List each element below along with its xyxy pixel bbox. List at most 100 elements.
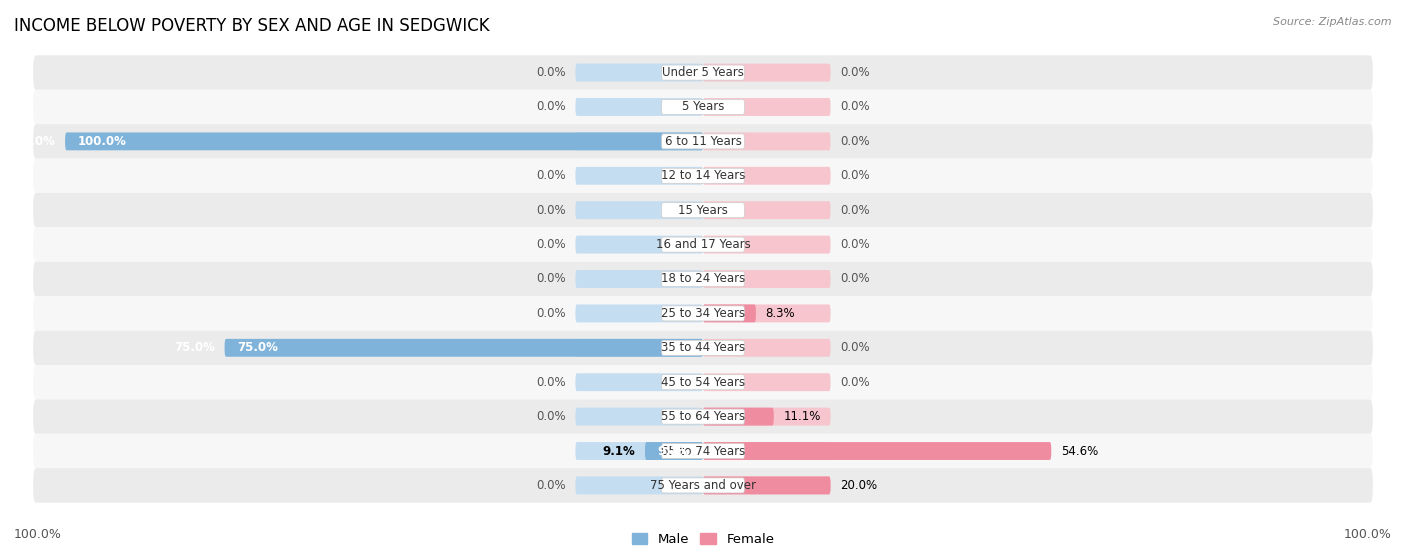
Text: 0.0%: 0.0% — [841, 204, 870, 217]
FancyBboxPatch shape — [34, 124, 1372, 158]
FancyBboxPatch shape — [575, 477, 703, 494]
Text: 12 to 14 Years: 12 to 14 Years — [661, 169, 745, 182]
FancyBboxPatch shape — [34, 296, 1372, 330]
Text: 0.0%: 0.0% — [536, 204, 565, 217]
FancyBboxPatch shape — [34, 55, 1372, 90]
FancyBboxPatch shape — [703, 98, 831, 116]
FancyBboxPatch shape — [662, 306, 744, 321]
FancyBboxPatch shape — [662, 203, 744, 218]
FancyBboxPatch shape — [225, 339, 703, 357]
FancyBboxPatch shape — [662, 65, 744, 80]
FancyBboxPatch shape — [645, 442, 703, 460]
Text: 9.1%: 9.1% — [603, 445, 636, 458]
Text: 8.3%: 8.3% — [765, 307, 796, 320]
Text: Under 5 Years: Under 5 Years — [662, 66, 744, 79]
FancyBboxPatch shape — [662, 478, 744, 493]
FancyBboxPatch shape — [575, 64, 703, 81]
Text: 9.1%: 9.1% — [658, 445, 690, 458]
FancyBboxPatch shape — [34, 434, 1372, 468]
Text: 55 to 64 Years: 55 to 64 Years — [661, 410, 745, 423]
FancyBboxPatch shape — [703, 167, 831, 185]
Text: 0.0%: 0.0% — [841, 100, 870, 113]
FancyBboxPatch shape — [703, 477, 831, 494]
Text: 25 to 34 Years: 25 to 34 Years — [661, 307, 745, 320]
Text: 0.0%: 0.0% — [536, 410, 565, 423]
Text: 11.1%: 11.1% — [783, 410, 821, 423]
Text: 100.0%: 100.0% — [1344, 528, 1392, 541]
FancyBboxPatch shape — [65, 132, 703, 150]
FancyBboxPatch shape — [575, 305, 703, 323]
FancyBboxPatch shape — [662, 340, 744, 355]
FancyBboxPatch shape — [34, 400, 1372, 434]
FancyBboxPatch shape — [575, 408, 703, 426]
Legend: Male, Female: Male, Female — [626, 528, 780, 551]
FancyBboxPatch shape — [703, 235, 831, 253]
Text: 0.0%: 0.0% — [841, 272, 870, 286]
FancyBboxPatch shape — [34, 365, 1372, 400]
FancyBboxPatch shape — [575, 339, 703, 357]
Text: 15 Years: 15 Years — [678, 204, 728, 217]
FancyBboxPatch shape — [703, 201, 831, 219]
FancyBboxPatch shape — [34, 158, 1372, 193]
Text: INCOME BELOW POVERTY BY SEX AND AGE IN SEDGWICK: INCOME BELOW POVERTY BY SEX AND AGE IN S… — [14, 17, 489, 35]
Text: 100.0%: 100.0% — [7, 135, 55, 148]
Text: 0.0%: 0.0% — [536, 100, 565, 113]
Text: 0.0%: 0.0% — [536, 479, 565, 492]
Text: 20.0%: 20.0% — [841, 479, 877, 492]
FancyBboxPatch shape — [662, 272, 744, 286]
FancyBboxPatch shape — [703, 270, 831, 288]
Text: 100.0%: 100.0% — [77, 135, 127, 148]
FancyBboxPatch shape — [575, 98, 703, 116]
Text: Source: ZipAtlas.com: Source: ZipAtlas.com — [1274, 17, 1392, 27]
FancyBboxPatch shape — [662, 444, 744, 459]
FancyBboxPatch shape — [575, 167, 703, 185]
FancyBboxPatch shape — [575, 235, 703, 253]
FancyBboxPatch shape — [703, 408, 773, 426]
Text: 35 to 44 Years: 35 to 44 Years — [661, 341, 745, 354]
FancyBboxPatch shape — [662, 99, 744, 114]
FancyBboxPatch shape — [34, 228, 1372, 262]
Text: 75 Years and over: 75 Years and over — [650, 479, 756, 492]
FancyBboxPatch shape — [703, 373, 831, 391]
FancyBboxPatch shape — [662, 169, 744, 184]
Text: 0.0%: 0.0% — [536, 376, 565, 389]
FancyBboxPatch shape — [34, 468, 1372, 503]
FancyBboxPatch shape — [662, 374, 744, 389]
FancyBboxPatch shape — [703, 339, 831, 357]
FancyBboxPatch shape — [703, 132, 831, 150]
FancyBboxPatch shape — [575, 373, 703, 391]
Text: 65 to 74 Years: 65 to 74 Years — [661, 445, 745, 458]
Text: 0.0%: 0.0% — [841, 341, 870, 354]
Text: 18 to 24 Years: 18 to 24 Years — [661, 272, 745, 286]
FancyBboxPatch shape — [575, 132, 703, 150]
Text: 5 Years: 5 Years — [682, 100, 724, 113]
Text: 54.6%: 54.6% — [1062, 445, 1098, 458]
Text: 75.0%: 75.0% — [238, 341, 278, 354]
Text: 0.0%: 0.0% — [841, 376, 870, 389]
FancyBboxPatch shape — [703, 442, 1052, 460]
Text: 16 and 17 Years: 16 and 17 Years — [655, 238, 751, 251]
FancyBboxPatch shape — [703, 477, 831, 494]
FancyBboxPatch shape — [703, 64, 831, 81]
FancyBboxPatch shape — [703, 442, 831, 460]
Text: 0.0%: 0.0% — [536, 169, 565, 182]
FancyBboxPatch shape — [703, 408, 831, 426]
Text: 0.0%: 0.0% — [841, 135, 870, 148]
FancyBboxPatch shape — [575, 442, 703, 460]
FancyBboxPatch shape — [575, 201, 703, 219]
Text: 0.0%: 0.0% — [536, 307, 565, 320]
Text: 45 to 54 Years: 45 to 54 Years — [661, 376, 745, 389]
Text: 0.0%: 0.0% — [536, 238, 565, 251]
Text: 0.0%: 0.0% — [536, 66, 565, 79]
Text: 0.0%: 0.0% — [841, 238, 870, 251]
Text: 75.0%: 75.0% — [174, 341, 215, 354]
FancyBboxPatch shape — [575, 270, 703, 288]
FancyBboxPatch shape — [662, 409, 744, 424]
FancyBboxPatch shape — [34, 90, 1372, 124]
Text: 0.0%: 0.0% — [536, 272, 565, 286]
FancyBboxPatch shape — [662, 237, 744, 252]
Text: 100.0%: 100.0% — [14, 528, 62, 541]
FancyBboxPatch shape — [34, 193, 1372, 228]
Text: 0.0%: 0.0% — [841, 66, 870, 79]
FancyBboxPatch shape — [34, 330, 1372, 365]
